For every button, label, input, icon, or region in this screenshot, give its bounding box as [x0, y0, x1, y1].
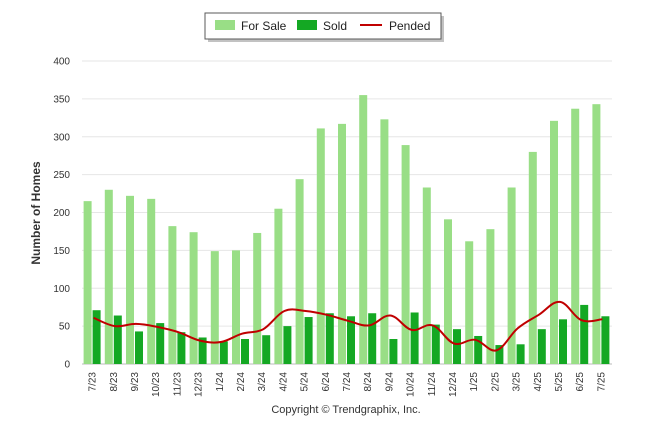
bar-sold [156, 323, 165, 364]
bar-sold [410, 312, 419, 364]
bar-sold [431, 324, 440, 364]
bar-for-sale [316, 128, 325, 364]
y-tick-label: 50 [59, 322, 71, 333]
x-tick-label: 5/25 [554, 372, 565, 392]
bar-for-sale [210, 251, 219, 364]
bar-sold [177, 332, 186, 364]
x-tick-label: 9/23 [130, 372, 141, 392]
x-tick-label: 11/23 [172, 372, 183, 397]
bar-sold [516, 344, 525, 364]
y-tick-label: 0 [64, 360, 70, 371]
bar-for-sale [550, 120, 558, 364]
bar-sold [537, 329, 546, 364]
x-tick-label: 2/24 [236, 372, 247, 392]
y-tick-label: 400 [53, 57, 70, 68]
bar-for-sale [104, 189, 113, 364]
legend-label-for-sale: For Sale [241, 19, 287, 33]
pended-series-line [93, 300, 603, 352]
bar-for-sale [359, 95, 368, 365]
x-tick-label: 12/24 [448, 372, 459, 397]
bar-for-sale [83, 201, 92, 364]
bar-sold [559, 319, 567, 364]
x-tick-label: 8/23 [109, 372, 120, 392]
bar-for-sale [528, 151, 537, 364]
x-tick-label: 7/25 [596, 372, 607, 392]
y-tick-label: 250 [53, 170, 70, 181]
x-tick-label: 6/25 [575, 372, 586, 392]
bar-for-sale [507, 187, 516, 364]
x-tick-label: 4/24 [278, 372, 289, 392]
bar-sold [219, 341, 228, 364]
bar-for-sale [444, 219, 452, 364]
bar-sold [580, 304, 589, 364]
bar-sold [453, 329, 461, 364]
bars [83, 95, 610, 365]
y-tick-label: 300 [53, 132, 70, 143]
bar-sold [601, 316, 610, 364]
x-tick-label: 3/25 [512, 372, 523, 392]
x-tick-label: 3/24 [257, 372, 268, 392]
bar-sold [368, 313, 377, 364]
bar-sold [495, 345, 504, 364]
bar-sold [262, 335, 271, 364]
legend-label-sold: Sold [323, 19, 347, 33]
bar-sold [241, 339, 249, 364]
x-tick-label: 10/24 [406, 372, 417, 397]
bar-for-sale [380, 119, 389, 364]
y-axis-ticks: 0 50 100 150 200 250 300 350 400 [53, 57, 70, 371]
bar-for-sale [168, 226, 177, 364]
x-tick-label: 12/23 [194, 372, 205, 397]
bar-for-sale [465, 241, 474, 364]
bar-for-sale [189, 232, 198, 364]
x-tick-label: 5/24 [300, 372, 311, 392]
legend-swatch-sold [297, 20, 317, 30]
bar-for-sale [592, 104, 601, 365]
x-axis-ticks: 7/23 8/23 9/23 10/23 11/23 12/23 1/24 2/24 3/24 4… [88, 372, 608, 397]
x-tick-label: 7/23 [88, 372, 99, 392]
bar-for-sale [253, 232, 262, 364]
bar-sold [389, 339, 398, 364]
bar-sold [347, 316, 355, 364]
y-tick-label: 150 [53, 246, 70, 257]
bar-for-sale [126, 195, 134, 364]
bar-for-sale [232, 250, 240, 364]
bar-sold [135, 331, 143, 364]
x-tick-label: 7/24 [342, 372, 353, 392]
x-tick-label: 10/23 [151, 372, 162, 397]
legend-label-pended: Pended [389, 19, 430, 33]
bar-for-sale [338, 123, 346, 364]
x-tick-label: 11/24 [427, 372, 438, 397]
y-tick-label: 350 [53, 94, 70, 105]
legend-swatch-for-sale [215, 20, 235, 30]
legend: For Sale Sold Pended [204, 12, 444, 42]
x-tick-label: 4/25 [533, 372, 544, 392]
copyright-text: Copyright © Trendgraphix, Inc. [271, 404, 420, 416]
y-tick-label: 100 [53, 284, 70, 295]
x-tick-label: 2/25 [490, 372, 501, 392]
bar-sold [304, 317, 313, 364]
x-tick-label: 8/24 [363, 372, 374, 392]
bar-for-sale [422, 187, 431, 364]
bar-for-sale [571, 108, 580, 364]
bar-sold [474, 335, 483, 364]
bar-sold [113, 315, 122, 364]
x-tick-label: 9/24 [384, 372, 395, 392]
x-tick-label: 1/25 [469, 372, 480, 392]
bar-for-sale [147, 198, 156, 364]
y-axis-label: Number of Homes [29, 161, 43, 265]
bar-sold [92, 310, 101, 364]
bar-for-sale [486, 229, 495, 364]
bar-for-sale [401, 145, 410, 364]
x-tick-label: 1/24 [215, 372, 226, 392]
bar-sold [198, 337, 207, 364]
bar-for-sale [295, 179, 304, 364]
bar-for-sale [274, 208, 283, 364]
x-tick-label: 6/24 [321, 372, 332, 392]
bar-sold [283, 326, 292, 364]
bar-sold [325, 313, 334, 364]
y-tick-label: 200 [53, 208, 70, 219]
